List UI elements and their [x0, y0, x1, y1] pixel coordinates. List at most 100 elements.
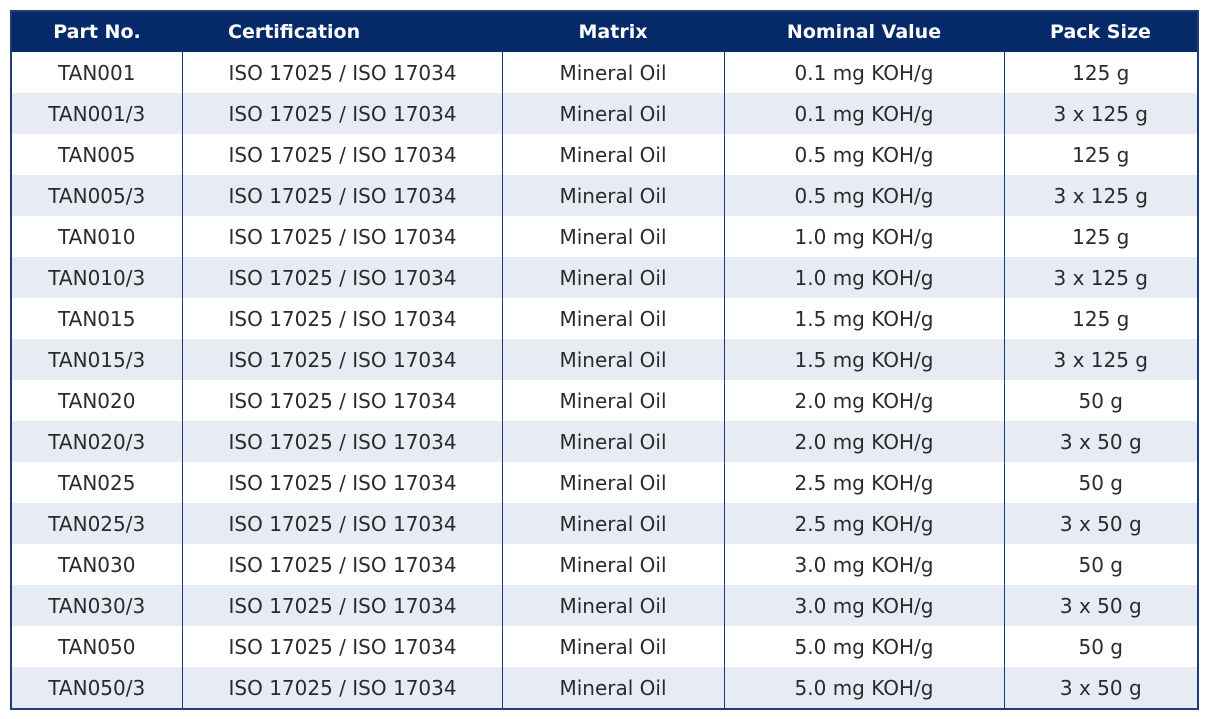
cell-pack-size: 125 g	[1003, 216, 1197, 257]
cell-nominal-value: 2.5 mg KOH/g	[723, 462, 1004, 503]
cell-certification: ISO 17025 / ISO 17034	[181, 134, 502, 175]
cell-matrix: Mineral Oil	[501, 298, 724, 339]
cell-matrix: Mineral Oil	[501, 585, 724, 626]
cell-matrix: Mineral Oil	[501, 421, 724, 462]
table-row: TAN020 ISO 17025 / ISO 17034 Mineral Oil 2.…	[12, 380, 1197, 421]
cell-nominal-value: 1.0 mg KOH/g	[723, 257, 1004, 298]
table-row: TAN010 ISO 17025 / ISO 17034 Mineral Oil 1.…	[12, 216, 1197, 257]
cell-certification: ISO 17025 / ISO 17034	[181, 667, 502, 708]
cell-part-no: TAN010	[12, 216, 182, 257]
table-row: TAN005/3 ISO 17025 / ISO 17034 Mineral Oil…	[12, 175, 1197, 216]
table-row: TAN050/3 ISO 17025 / ISO 17034 Mineral Oil…	[12, 667, 1197, 708]
cell-pack-size: 3 x 50 g	[1003, 421, 1197, 462]
cell-certification: ISO 17025 / ISO 17034	[181, 216, 502, 257]
cell-part-no: TAN001/3	[12, 93, 182, 134]
cell-part-no: TAN030/3	[12, 585, 182, 626]
product-table-container: Part No. Certification Matrix Nominal Va…	[10, 10, 1199, 710]
cell-part-no: TAN020/3	[12, 421, 182, 462]
cell-nominal-value: 0.5 mg KOH/g	[723, 175, 1004, 216]
cell-part-no: TAN010/3	[12, 257, 182, 298]
cell-matrix: Mineral Oil	[501, 52, 724, 93]
cell-nominal-value: 2.5 mg KOH/g	[723, 503, 1004, 544]
cell-part-no: TAN030	[12, 544, 182, 585]
cell-certification: ISO 17025 / ISO 17034	[181, 462, 502, 503]
cell-matrix: Mineral Oil	[501, 462, 724, 503]
cell-certification: ISO 17025 / ISO 17034	[181, 257, 502, 298]
table-row: TAN030/3 ISO 17025 / ISO 17034 Mineral Oil…	[12, 585, 1197, 626]
cell-part-no: TAN005	[12, 134, 182, 175]
cell-nominal-value: 0.5 mg KOH/g	[723, 134, 1004, 175]
table-row: TAN015/3 ISO 17025 / ISO 17034 Mineral Oil…	[12, 339, 1197, 380]
cell-nominal-value: 5.0 mg KOH/g	[723, 626, 1004, 667]
cell-part-no: TAN001	[12, 52, 182, 93]
cell-matrix: Mineral Oil	[501, 93, 724, 134]
cell-matrix: Mineral Oil	[501, 503, 724, 544]
header-matrix: Matrix	[502, 12, 724, 52]
table-row: TAN005 ISO 17025 / ISO 17034 Mineral Oil 0.…	[12, 134, 1197, 175]
cell-pack-size: 3 x 50 g	[1003, 667, 1197, 708]
cell-nominal-value: 0.1 mg KOH/g	[723, 52, 1004, 93]
cell-pack-size: 3 x 50 g	[1003, 585, 1197, 626]
cell-part-no: TAN015	[12, 298, 182, 339]
cell-certification: ISO 17025 / ISO 17034	[181, 298, 502, 339]
cell-matrix: Mineral Oil	[501, 626, 724, 667]
cell-matrix: Mineral Oil	[501, 175, 724, 216]
cell-matrix: Mineral Oil	[501, 257, 724, 298]
table-row: TAN010/3 ISO 17025 / ISO 17034 Mineral Oil…	[12, 257, 1197, 298]
cell-matrix: Mineral Oil	[501, 667, 724, 708]
cell-certification: ISO 17025 / ISO 17034	[181, 93, 502, 134]
product-table: Part No. Certification Matrix Nominal Va…	[12, 12, 1197, 708]
cell-part-no: TAN020	[12, 380, 182, 421]
cell-part-no: TAN005/3	[12, 175, 182, 216]
table-header: Part No. Certification Matrix Nominal Va…	[12, 12, 1197, 52]
cell-part-no: TAN015/3	[12, 339, 182, 380]
cell-matrix: Mineral Oil	[501, 134, 724, 175]
cell-nominal-value: 2.0 mg KOH/g	[723, 380, 1004, 421]
cell-pack-size: 3 x 125 g	[1003, 93, 1197, 134]
cell-pack-size: 3 x 125 g	[1003, 257, 1197, 298]
table-row: TAN030 ISO 17025 / ISO 17034 Mineral Oil 3.…	[12, 544, 1197, 585]
cell-certification: ISO 17025 / ISO 17034	[181, 503, 502, 544]
cell-pack-size: 50 g	[1003, 544, 1197, 585]
table-row: TAN025/3 ISO 17025 / ISO 17034 Mineral Oil…	[12, 503, 1197, 544]
header-part-no: Part No.	[12, 12, 182, 52]
cell-part-no: TAN025/3	[12, 503, 182, 544]
cell-nominal-value: 1.0 mg KOH/g	[723, 216, 1004, 257]
cell-pack-size: 3 x 125 g	[1003, 339, 1197, 380]
cell-pack-size: 125 g	[1003, 52, 1197, 93]
table-row: TAN001 ISO 17025 / ISO 17034 Mineral Oil 0.…	[12, 52, 1197, 93]
cell-pack-size: 50 g	[1003, 462, 1197, 503]
table-row: TAN050 ISO 17025 / ISO 17034 Mineral Oil 5.…	[12, 626, 1197, 667]
cell-nominal-value: 3.0 mg KOH/g	[723, 585, 1004, 626]
header-pack-size: Pack Size	[1004, 12, 1197, 52]
cell-certification: ISO 17025 / ISO 17034	[181, 544, 502, 585]
cell-pack-size: 50 g	[1003, 380, 1197, 421]
cell-certification: ISO 17025 / ISO 17034	[181, 52, 502, 93]
table-row: TAN020/3 ISO 17025 / ISO 17034 Mineral Oil…	[12, 421, 1197, 462]
cell-part-no: TAN050/3	[12, 667, 182, 708]
cell-nominal-value: 5.0 mg KOH/g	[723, 667, 1004, 708]
cell-matrix: Mineral Oil	[501, 216, 724, 257]
table-row: TAN015 ISO 17025 / ISO 17034 Mineral Oil 1.…	[12, 298, 1197, 339]
cell-nominal-value: 0.1 mg KOH/g	[723, 93, 1004, 134]
cell-matrix: Mineral Oil	[501, 339, 724, 380]
cell-certification: ISO 17025 / ISO 17034	[181, 339, 502, 380]
cell-certification: ISO 17025 / ISO 17034	[181, 380, 502, 421]
cell-nominal-value: 1.5 mg KOH/g	[723, 298, 1004, 339]
table-row: TAN001/3 ISO 17025 / ISO 17034 Mineral Oil…	[12, 93, 1197, 134]
cell-matrix: Mineral Oil	[501, 380, 724, 421]
cell-certification: ISO 17025 / ISO 17034	[181, 421, 502, 462]
cell-nominal-value: 1.5 mg KOH/g	[723, 339, 1004, 380]
cell-certification: ISO 17025 / ISO 17034	[181, 585, 502, 626]
header-nominal-value: Nominal Value	[724, 12, 1004, 52]
cell-pack-size: 125 g	[1003, 298, 1197, 339]
table-body: TAN001 ISO 17025 / ISO 17034 Mineral Oil 0.…	[12, 52, 1197, 708]
cell-nominal-value: 2.0 mg KOH/g	[723, 421, 1004, 462]
cell-nominal-value: 3.0 mg KOH/g	[723, 544, 1004, 585]
cell-matrix: Mineral Oil	[501, 544, 724, 585]
cell-certification: ISO 17025 / ISO 17034	[181, 175, 502, 216]
cell-pack-size: 125 g	[1003, 134, 1197, 175]
cell-pack-size: 3 x 50 g	[1003, 503, 1197, 544]
cell-part-no: TAN025	[12, 462, 182, 503]
cell-pack-size: 3 x 125 g	[1003, 175, 1197, 216]
